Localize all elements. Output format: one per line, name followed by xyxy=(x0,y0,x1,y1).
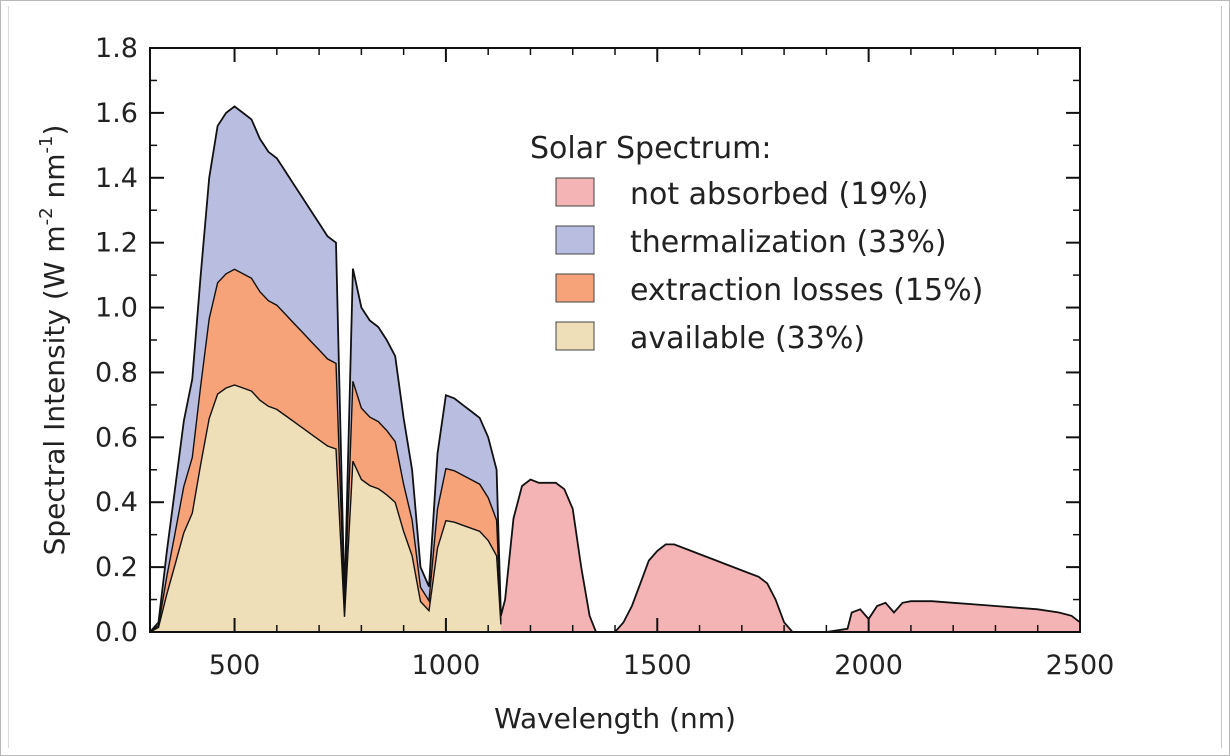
y-axis-ticks: 0.0 0.2 0.4 0.6 0.8 1.0 1.2 1.4 1.6 1.8 xyxy=(95,33,1080,648)
y-tick-label: 0.8 xyxy=(95,357,138,388)
y-axis-title: Spectral Intensity (W m-2 nm-1) xyxy=(36,125,71,556)
legend-label-available: available (33%) xyxy=(630,321,865,356)
outline-extraction-limit xyxy=(149,268,502,633)
y-axis-title-mid: nm xyxy=(38,153,71,207)
legend-label-not-absorbed: not absorbed (19%) xyxy=(630,177,929,212)
inner-frame xyxy=(8,6,1222,748)
legend-swatch-thermalization xyxy=(555,225,595,255)
outline-total-spectrum xyxy=(149,105,1081,633)
y-tick-label: 0.6 xyxy=(95,422,138,453)
legend: Solar Spectrum: not absorbed (19%) therm… xyxy=(530,131,983,356)
y-tick-label: 1.6 xyxy=(95,98,138,129)
legend-swatch-extraction-losses xyxy=(555,273,595,303)
x-axis-ticks: 500 1000 1500 2000 2500 xyxy=(209,48,1115,681)
legend-label-thermalization: thermalization (33%) xyxy=(630,225,947,260)
y-tick-label: 1.4 xyxy=(95,163,138,194)
y-axis-title-exp1: -2 xyxy=(36,207,57,225)
x-tick-label: 2000 xyxy=(834,650,903,681)
y-axis-title-main: Spectral Intensity (W m xyxy=(38,225,71,555)
x-axis-title: Wavelength (nm) xyxy=(494,702,736,735)
legend-label-extraction-losses: extraction losses (15%) xyxy=(630,273,983,308)
x-tick-label: 500 xyxy=(209,650,261,681)
y-tick-label: 1.0 xyxy=(95,293,138,324)
y-tick-label: 1.8 xyxy=(95,33,138,64)
x-tick-label: 1500 xyxy=(623,650,692,681)
y-tick-label: 0.0 xyxy=(95,617,138,648)
spectrum-areas xyxy=(150,106,1080,632)
y-tick-label: 0.4 xyxy=(95,487,138,518)
area-available xyxy=(150,385,501,632)
y-tick-label: 0.2 xyxy=(95,552,138,583)
x-tick-label: 2500 xyxy=(1046,650,1115,681)
legend-swatch-not-absorbed xyxy=(555,177,595,207)
x-tick-label: 1000 xyxy=(412,650,481,681)
spectrum-outlines xyxy=(149,105,1081,633)
y-tick-label: 1.2 xyxy=(95,228,138,259)
outline-available-limit xyxy=(149,384,502,633)
y-axis-title-end: ) xyxy=(38,125,71,136)
legend-swatch-available xyxy=(555,321,595,351)
legend-title: Solar Spectrum: xyxy=(530,131,771,166)
y-axis-title-exp2: -1 xyxy=(36,136,57,154)
